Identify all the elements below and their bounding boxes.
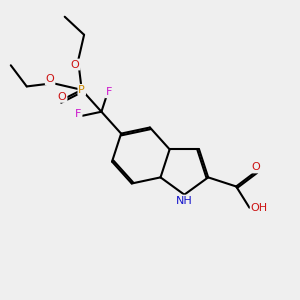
Text: O: O [252, 163, 260, 172]
Text: P: P [78, 85, 85, 95]
Text: OH: OH [251, 203, 268, 213]
Text: O: O [46, 74, 55, 84]
Text: O: O [71, 59, 80, 70]
Text: O: O [58, 92, 67, 102]
Text: F: F [75, 109, 82, 119]
Text: NH: NH [176, 196, 193, 206]
Text: F: F [106, 87, 112, 97]
